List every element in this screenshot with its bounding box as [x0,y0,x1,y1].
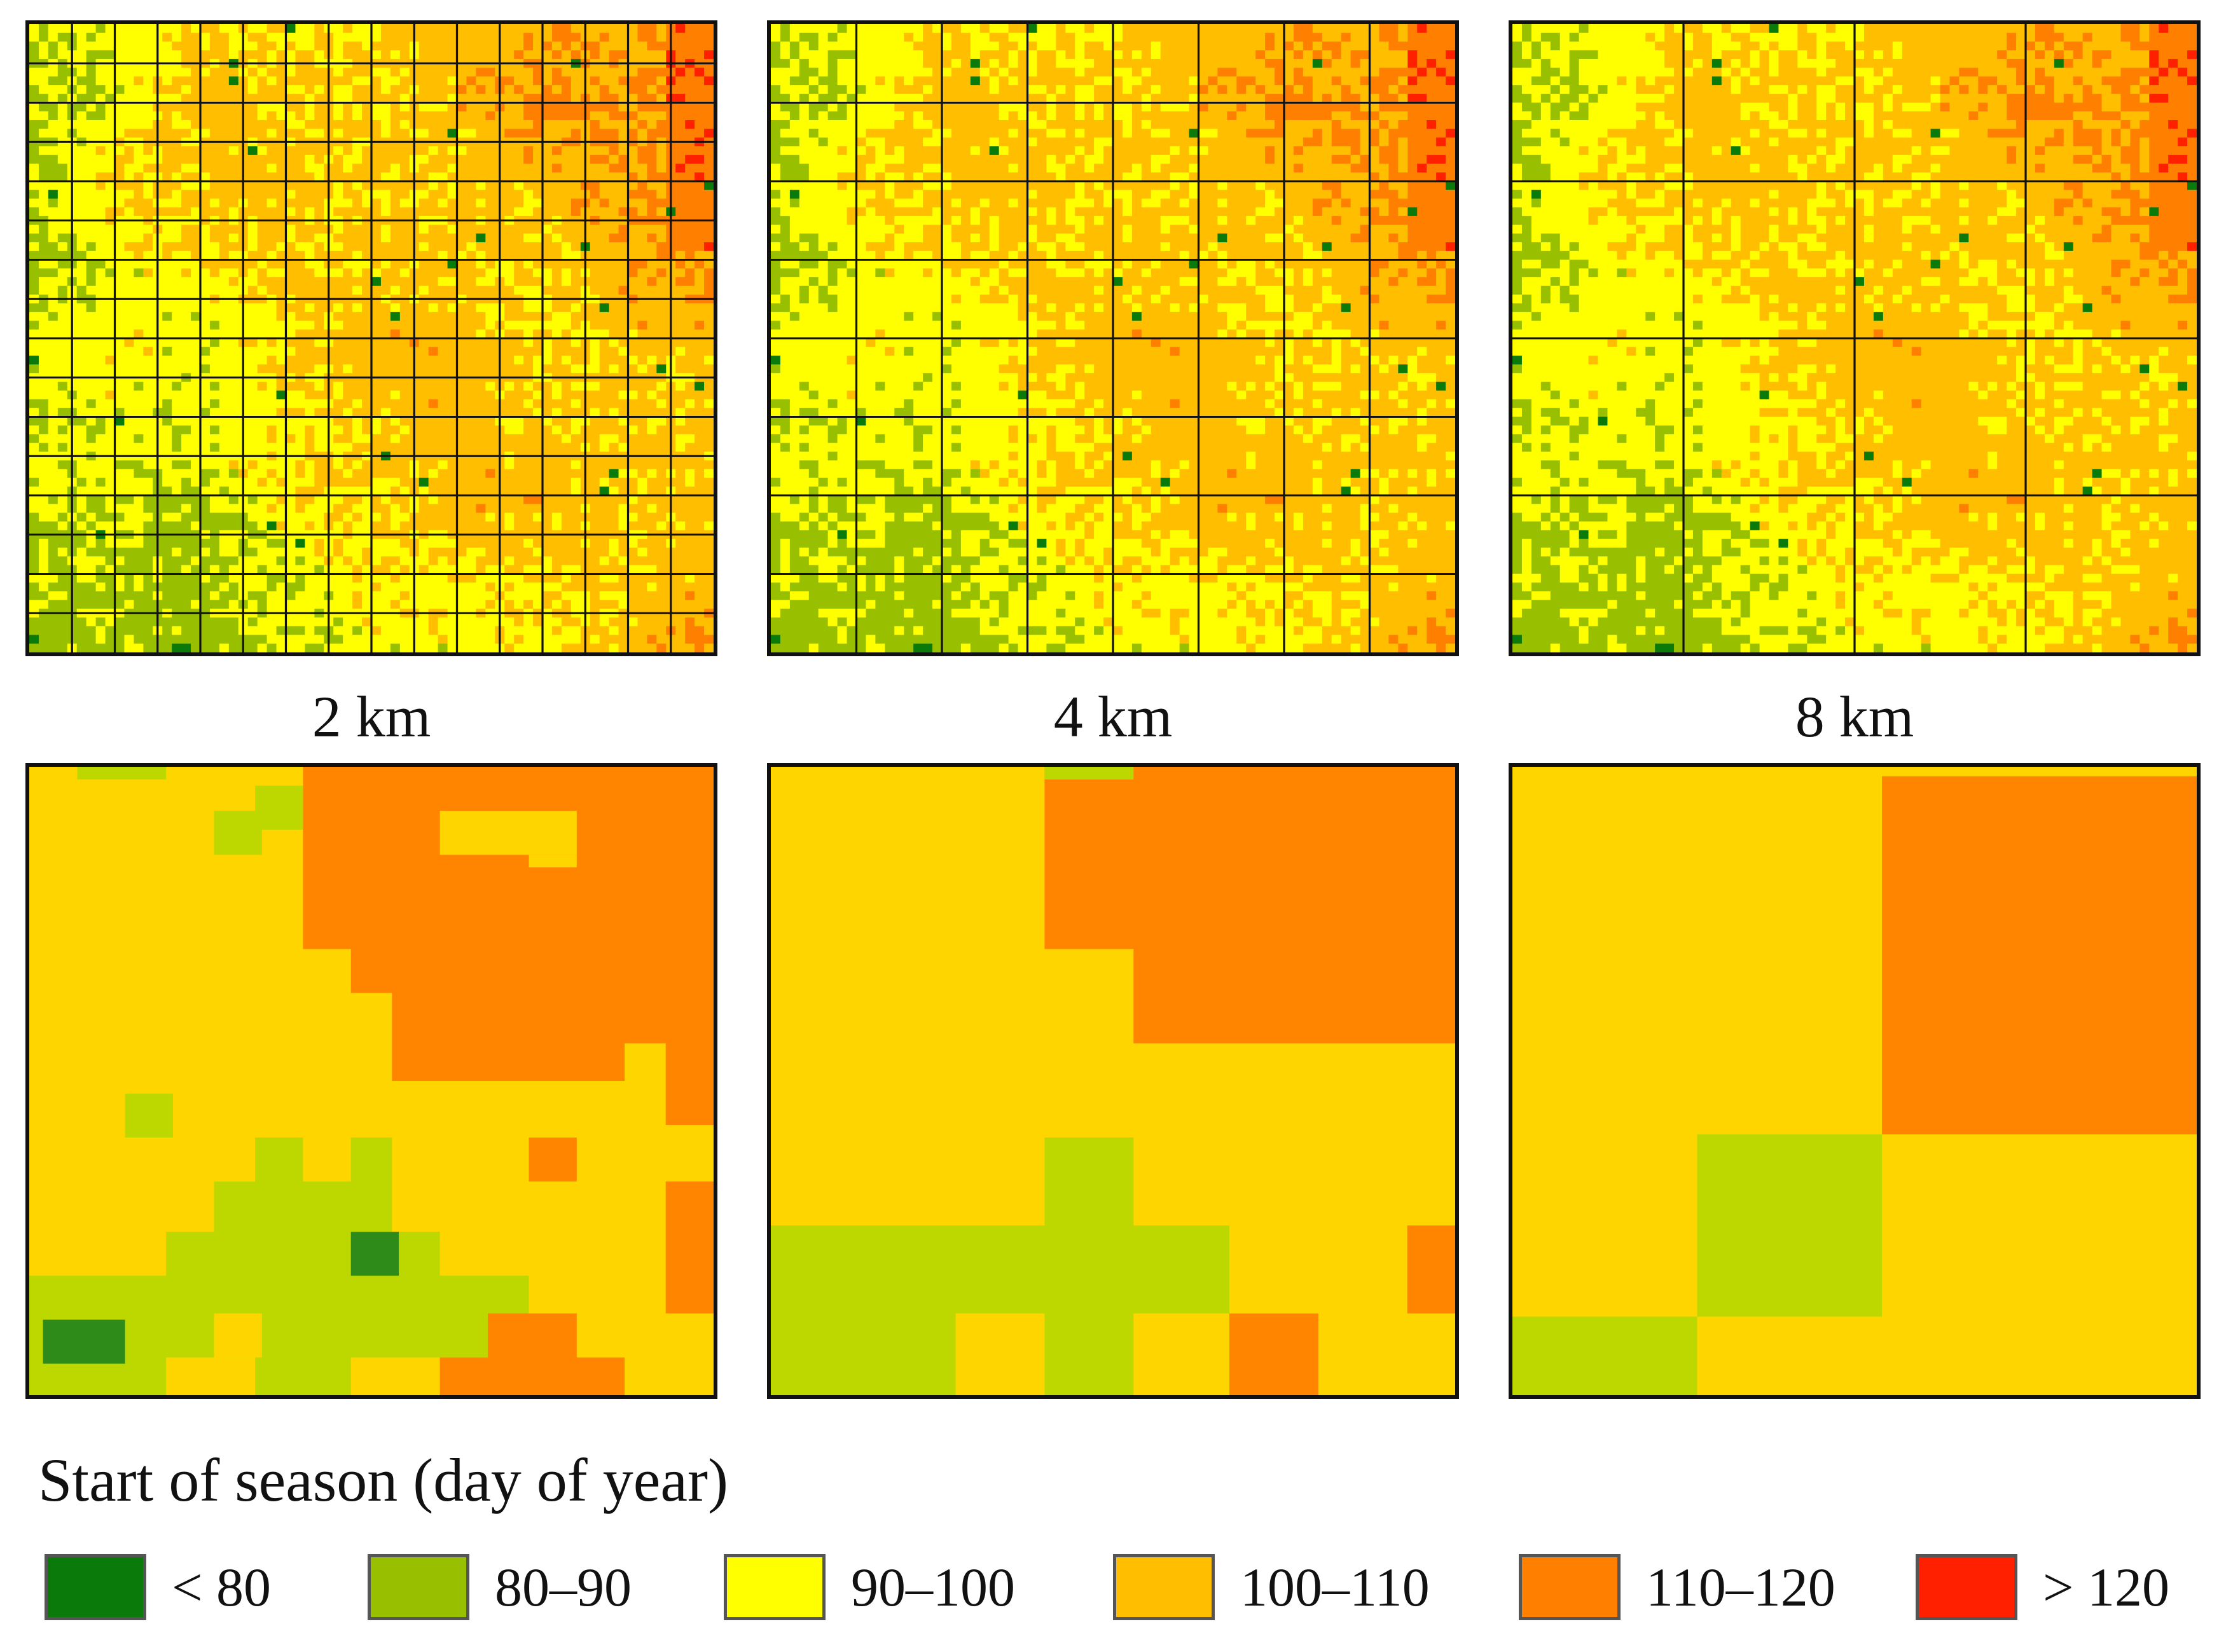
legend-label-110-120: 110–120 [1646,1557,1835,1618]
sos-map-2km-grid [25,20,717,656]
legend-title: Start of season (day of year) [38,1446,728,1514]
resolution-label-2km: 2 km [312,684,431,749]
legend-swatch-lt80 [45,1554,146,1620]
sos-map-4km-grid [767,20,1459,656]
aggregated-raster-8km [1512,767,2197,1395]
legend-label-100-110: 100–110 [1240,1557,1430,1618]
legend-swatch-gt120 [1916,1554,2017,1620]
aggregated-raster-2km [29,767,714,1395]
legend-swatch-90-100 [724,1554,826,1620]
legend-label-80-90: 80–90 [495,1557,632,1618]
legend-swatch-110-120 [1519,1554,1621,1620]
aggregated-map-2km [25,763,717,1399]
sos-raster-8km [1512,24,2197,652]
legend: < 80 80–90 90–100 100–110 110–120 > 120 [45,1552,2181,1628]
resolution-label-4km: 4 km [1053,684,1173,749]
legend-swatch-80-90 [368,1554,469,1620]
aggregated-map-8km [1509,763,2201,1399]
legend-label-lt80: < 80 [172,1557,272,1618]
legend-label-gt120: > 120 [2043,1557,2170,1618]
sos-map-8km-grid [1509,20,2201,656]
legend-label-90-100: 90–100 [851,1557,1015,1618]
aggregated-raster-4km [771,767,1455,1395]
sos-raster-2km [29,24,714,652]
legend-swatch-100-110 [1113,1554,1215,1620]
aggregated-map-4km [767,763,1459,1399]
sos-raster-4km [771,24,1455,652]
resolution-label-8km: 8 km [1795,684,1914,749]
